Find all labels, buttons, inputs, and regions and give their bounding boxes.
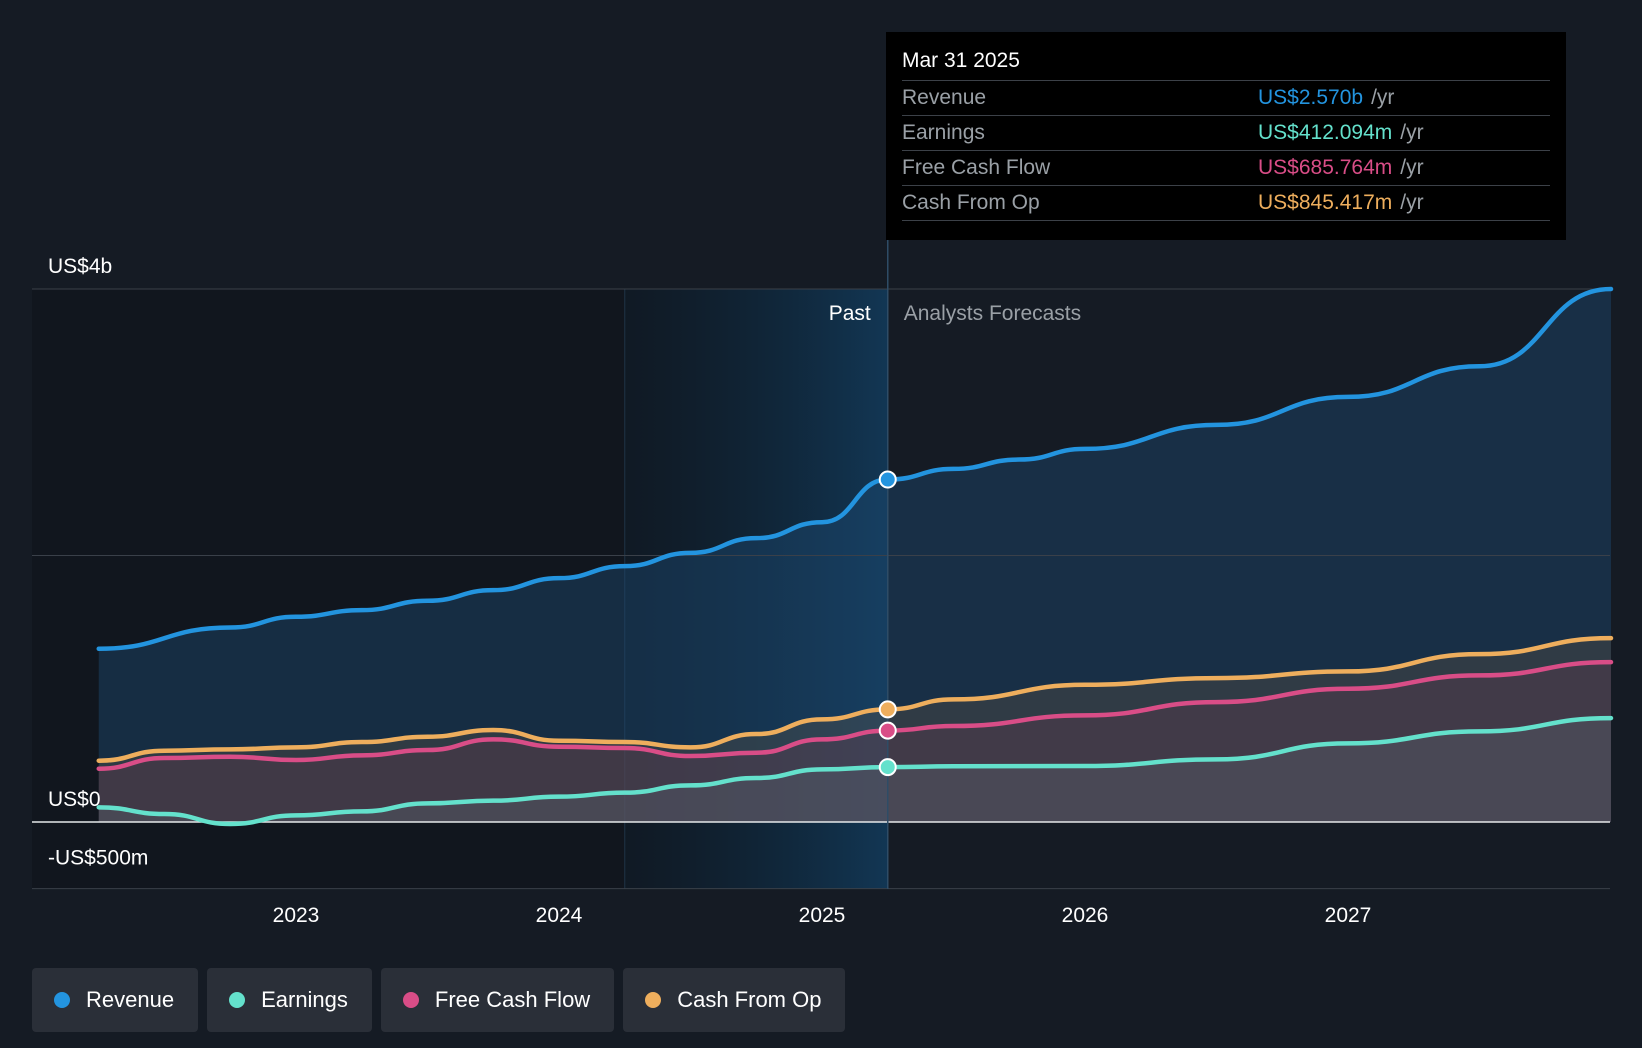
y-tick-label: US$0: [48, 788, 101, 811]
legend-item-earnings[interactable]: Earnings: [207, 968, 372, 1032]
legend-item-free-cash-flow[interactable]: Free Cash Flow: [380, 968, 615, 1032]
legend-dot-icon: [54, 992, 70, 1008]
tooltip-label: Free Cash Flow: [902, 156, 1051, 179]
x-tick-label: 2025: [799, 904, 846, 927]
tooltip-unit: /yr: [1371, 86, 1395, 109]
tooltip-row-free-cash-flow: Free Cash Flow US$685.764m /yr: [902, 150, 1550, 185]
tooltip-unit: /yr: [1400, 191, 1424, 214]
tooltip-label: Cash From Op: [902, 191, 1040, 214]
x-tick-label: 2026: [1062, 904, 1109, 927]
past-label: Past: [829, 302, 871, 325]
tooltip-value: US$845.417m: [1258, 191, 1393, 214]
tooltip-value: US$412.094m: [1258, 121, 1393, 144]
y-tick-label: US$4b: [48, 255, 112, 278]
area-cash-from-op: [98, 638, 1611, 822]
legend-label: Earnings: [261, 987, 348, 1012]
x-tick-label: 2027: [1325, 904, 1372, 927]
legend-dot-icon: [229, 992, 246, 1008]
legend-label: Cash From Op: [677, 987, 822, 1012]
y-tick-label: -US$500m: [48, 847, 148, 870]
legend-label: Revenue: [86, 987, 175, 1012]
marker-revenue: [878, 470, 897, 489]
x-tick-label: 2024: [536, 904, 583, 927]
area-earnings: [98, 718, 1611, 824]
marker-free-cash-flow: [878, 721, 897, 740]
line-cash-from-op: [96, 635, 1614, 763]
tooltip-row-earnings: Earnings US$412.094m /yr: [902, 115, 1550, 150]
tooltip-unit: /yr: [1400, 121, 1424, 144]
tooltip-date: Mar 31 2025: [902, 49, 1020, 72]
tooltip-value: US$2.570b: [1258, 86, 1364, 109]
legend-label: Free Cash Flow: [434, 987, 591, 1012]
tooltip-row-revenue: Revenue US$2.570b /yr: [902, 80, 1550, 115]
tooltip-value: US$685.764m: [1258, 156, 1393, 179]
tooltip-label: Revenue: [902, 86, 987, 109]
tooltip-row-cash-from-op: Cash From Op US$845.417m /yr: [902, 185, 1550, 221]
tooltip: Mar 31 2025 Revenue US$2.570b /yr Earnin…: [886, 32, 1566, 240]
line-revenue: [96, 286, 1614, 652]
tooltip-unit: /yr: [1400, 156, 1424, 179]
legend: Revenue Earnings Free Cash Flow Cash Fro…: [32, 968, 846, 1032]
forecast-label: Analysts Forecasts: [904, 302, 1081, 325]
legend-item-revenue[interactable]: Revenue: [32, 968, 199, 1032]
legend-item-cash-from-op[interactable]: Cash From Op: [623, 968, 846, 1032]
legend-dot-icon: [645, 992, 662, 1008]
line-free-cash-flow: [96, 659, 1614, 771]
tooltip-label: Earnings: [902, 121, 985, 144]
x-tick-label: 2023: [273, 904, 320, 927]
marker-cash-from-op: [878, 700, 897, 719]
marker-earnings: [878, 758, 897, 777]
line-earnings: [96, 715, 1614, 827]
legend-dot-icon: [402, 992, 419, 1008]
